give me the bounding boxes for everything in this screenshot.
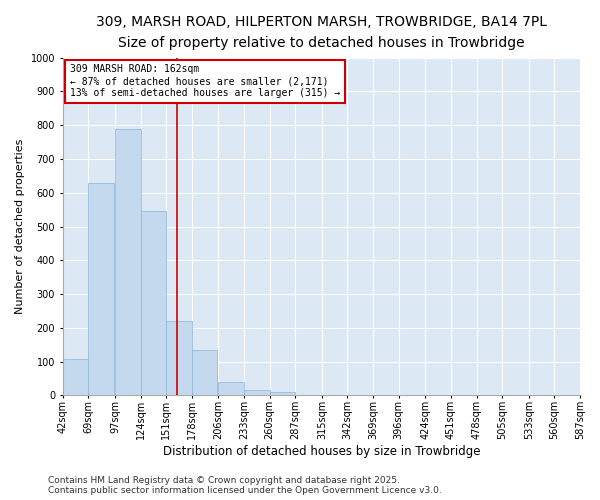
- Text: 309 MARSH ROAD: 162sqm
← 87% of detached houses are smaller (2,171)
13% of semi-: 309 MARSH ROAD: 162sqm ← 87% of detached…: [70, 64, 341, 98]
- Bar: [88, 182, 114, 396]
- X-axis label: Distribution of detached houses by size in Trowbridge: Distribution of detached houses by size …: [163, 444, 480, 458]
- Bar: [62, 359, 88, 396]
- Title: 309, MARSH ROAD, HILPERTON MARSH, TROWBRIDGE, BA14 7PL
Size of property relative: 309, MARSH ROAD, HILPERTON MARSH, TROWBR…: [96, 15, 547, 50]
- Bar: [244, 390, 269, 396]
- Bar: [269, 392, 295, 396]
- Bar: [218, 382, 244, 396]
- Bar: [115, 128, 140, 396]
- Bar: [192, 350, 217, 396]
- Text: Contains HM Land Registry data © Crown copyright and database right 2025.
Contai: Contains HM Land Registry data © Crown c…: [48, 476, 442, 495]
- Bar: [140, 212, 166, 396]
- Y-axis label: Number of detached properties: Number of detached properties: [15, 139, 25, 314]
- Bar: [166, 321, 192, 396]
